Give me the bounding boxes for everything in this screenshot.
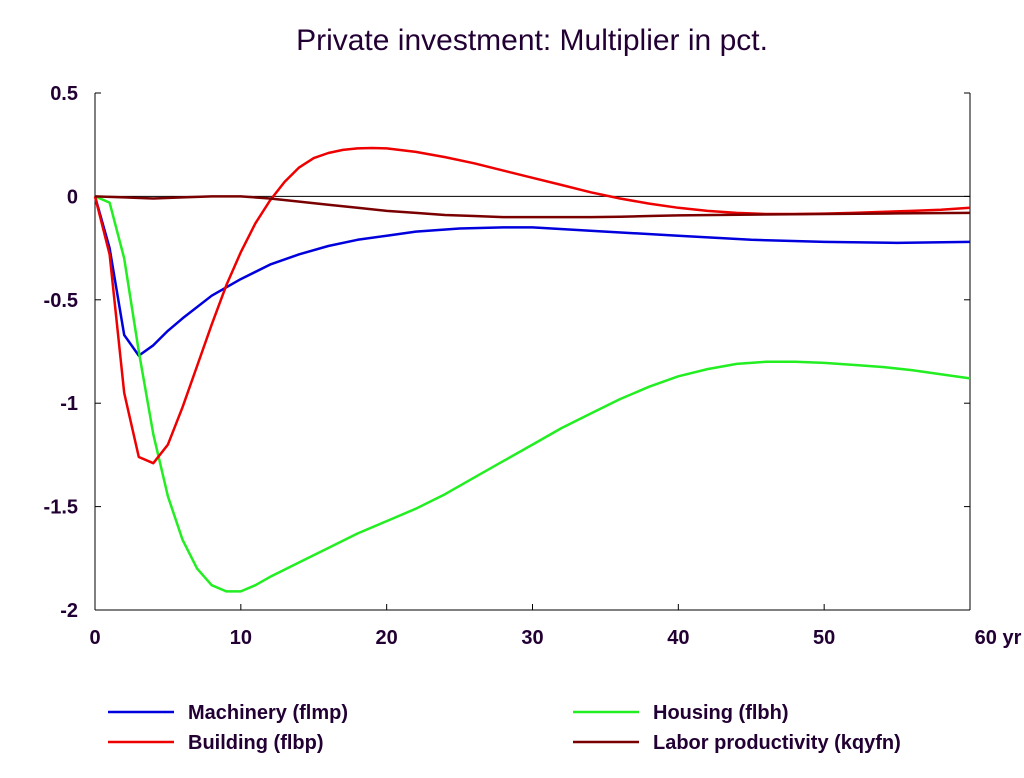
series-lines — [93, 146, 971, 593]
x-axis-ticks: 0 10 20 30 40 50 60 yr — [89, 604, 1022, 649]
legend-label: Housing (flbh) — [653, 702, 789, 724]
chart-title: Private investment: Multiplier in pct. — [296, 24, 768, 57]
x-tick-label: 40 — [667, 627, 689, 649]
y-tick-label: 0.5 — [50, 83, 78, 105]
x-tick-label: 10 — [230, 627, 252, 649]
legend-label: Labor productivity (kqyfn) — [653, 732, 901, 754]
y-tick-label: 0 — [67, 186, 78, 208]
x-tick-label: 0 — [89, 627, 100, 649]
legend-label: Building (flbp) — [188, 732, 324, 754]
legend: Machinery (flmp) Housing (flbh) Building (… — [108, 702, 901, 754]
x-tick-label: 30 — [521, 627, 543, 649]
y-tick-label: -1 — [60, 393, 78, 415]
legend-label: Machinery (flmp) — [188, 702, 348, 724]
plot-area — [94, 93, 971, 611]
y-tick-label: -2 — [60, 600, 78, 622]
y-tick-label: -1.5 — [44, 497, 78, 519]
y-axis-ticks: 0.5 0 -0.5 -1 -1.5 -2 — [44, 83, 970, 622]
series-line-1 — [94, 195, 971, 593]
x-tick-label: 50 — [813, 627, 835, 649]
x-tick-label: 20 — [376, 627, 398, 649]
y-tick-label: -0.5 — [44, 290, 78, 312]
x-tick-label: 60 yr — [975, 627, 1022, 649]
series-line-0 — [93, 196, 971, 357]
series-line-3 — [94, 195, 971, 219]
